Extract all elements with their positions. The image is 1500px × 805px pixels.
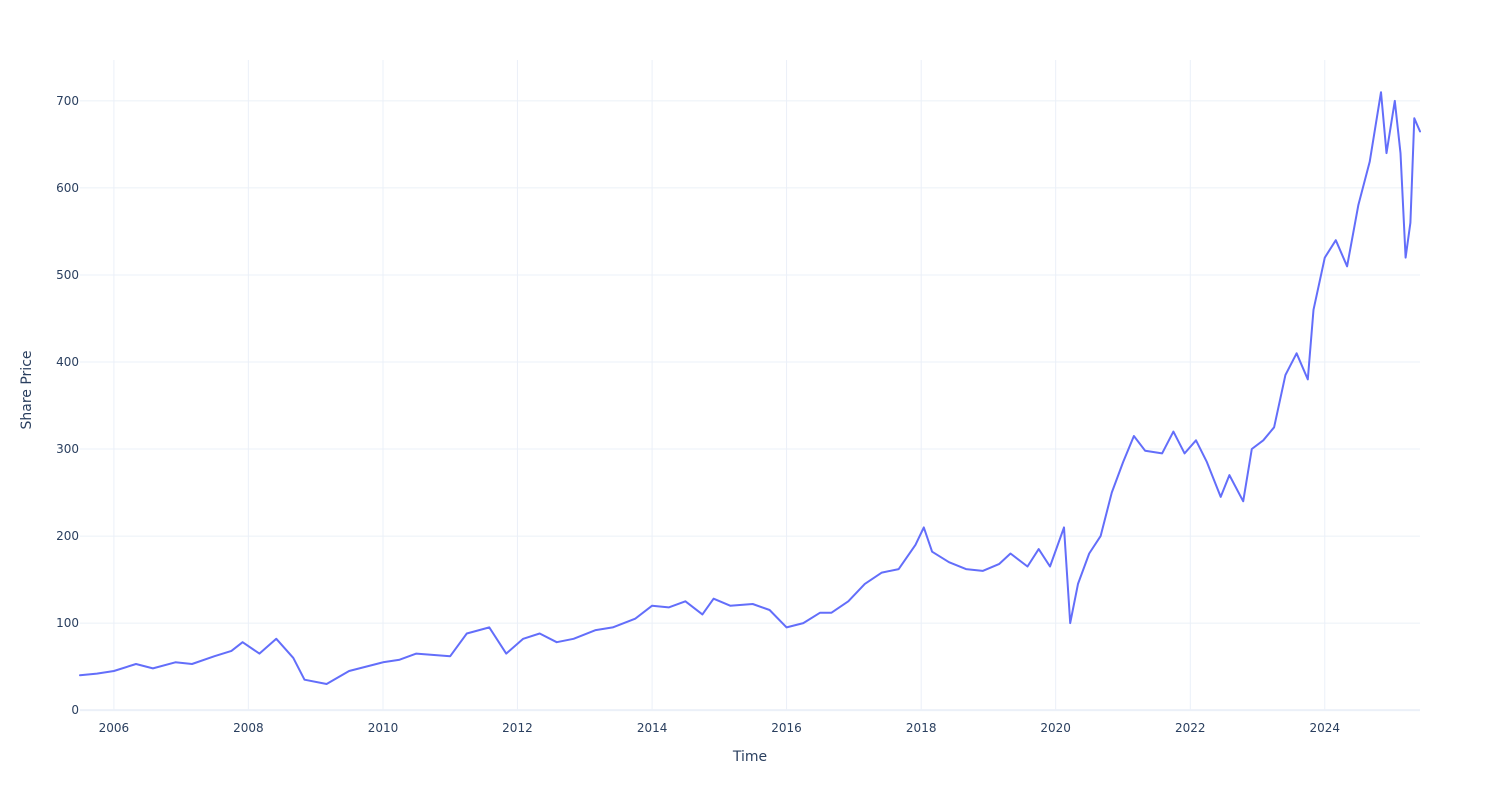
x-tick-labels: 2006 2008 2010 2012 2014 2016 2018 2020 2022 2024: [99, 721, 1340, 735]
x-tick-label: 2014: [637, 721, 668, 735]
y-tick-label: 700: [56, 94, 79, 108]
x-tick-label: 2016: [771, 721, 802, 735]
y-tick-labels: 0 100 200 300 400 500 600 700: [56, 94, 79, 717]
y-tick-label: 300: [56, 442, 79, 456]
x-axis-title: Time: [732, 749, 767, 765]
x-tick-label: 2008: [233, 721, 264, 735]
y-tick-label: 600: [56, 181, 79, 195]
y-tick-label: 500: [56, 268, 79, 282]
x-tick-label: 2022: [1175, 721, 1206, 735]
x-gridlines: [113, 60, 1326, 711]
y-tick-label: 400: [56, 355, 79, 369]
y-gridlines: [80, 100, 1420, 712]
x-tick-label: 2012: [502, 721, 533, 735]
y-tick-label: 100: [56, 616, 79, 630]
price-series-line: [79, 91, 1421, 685]
y-tick-label: 200: [56, 529, 79, 543]
y-axis-title: Share Price: [19, 350, 35, 429]
x-tick-label: 2010: [368, 721, 399, 735]
x-tick-label: 2006: [99, 721, 130, 735]
x-tick-label: 2024: [1309, 721, 1340, 735]
x-tick-label: 2018: [906, 721, 937, 735]
y-tick-label: 0: [71, 703, 79, 717]
series-layer: [79, 91, 1421, 685]
x-tick-label: 2020: [1040, 721, 1071, 735]
